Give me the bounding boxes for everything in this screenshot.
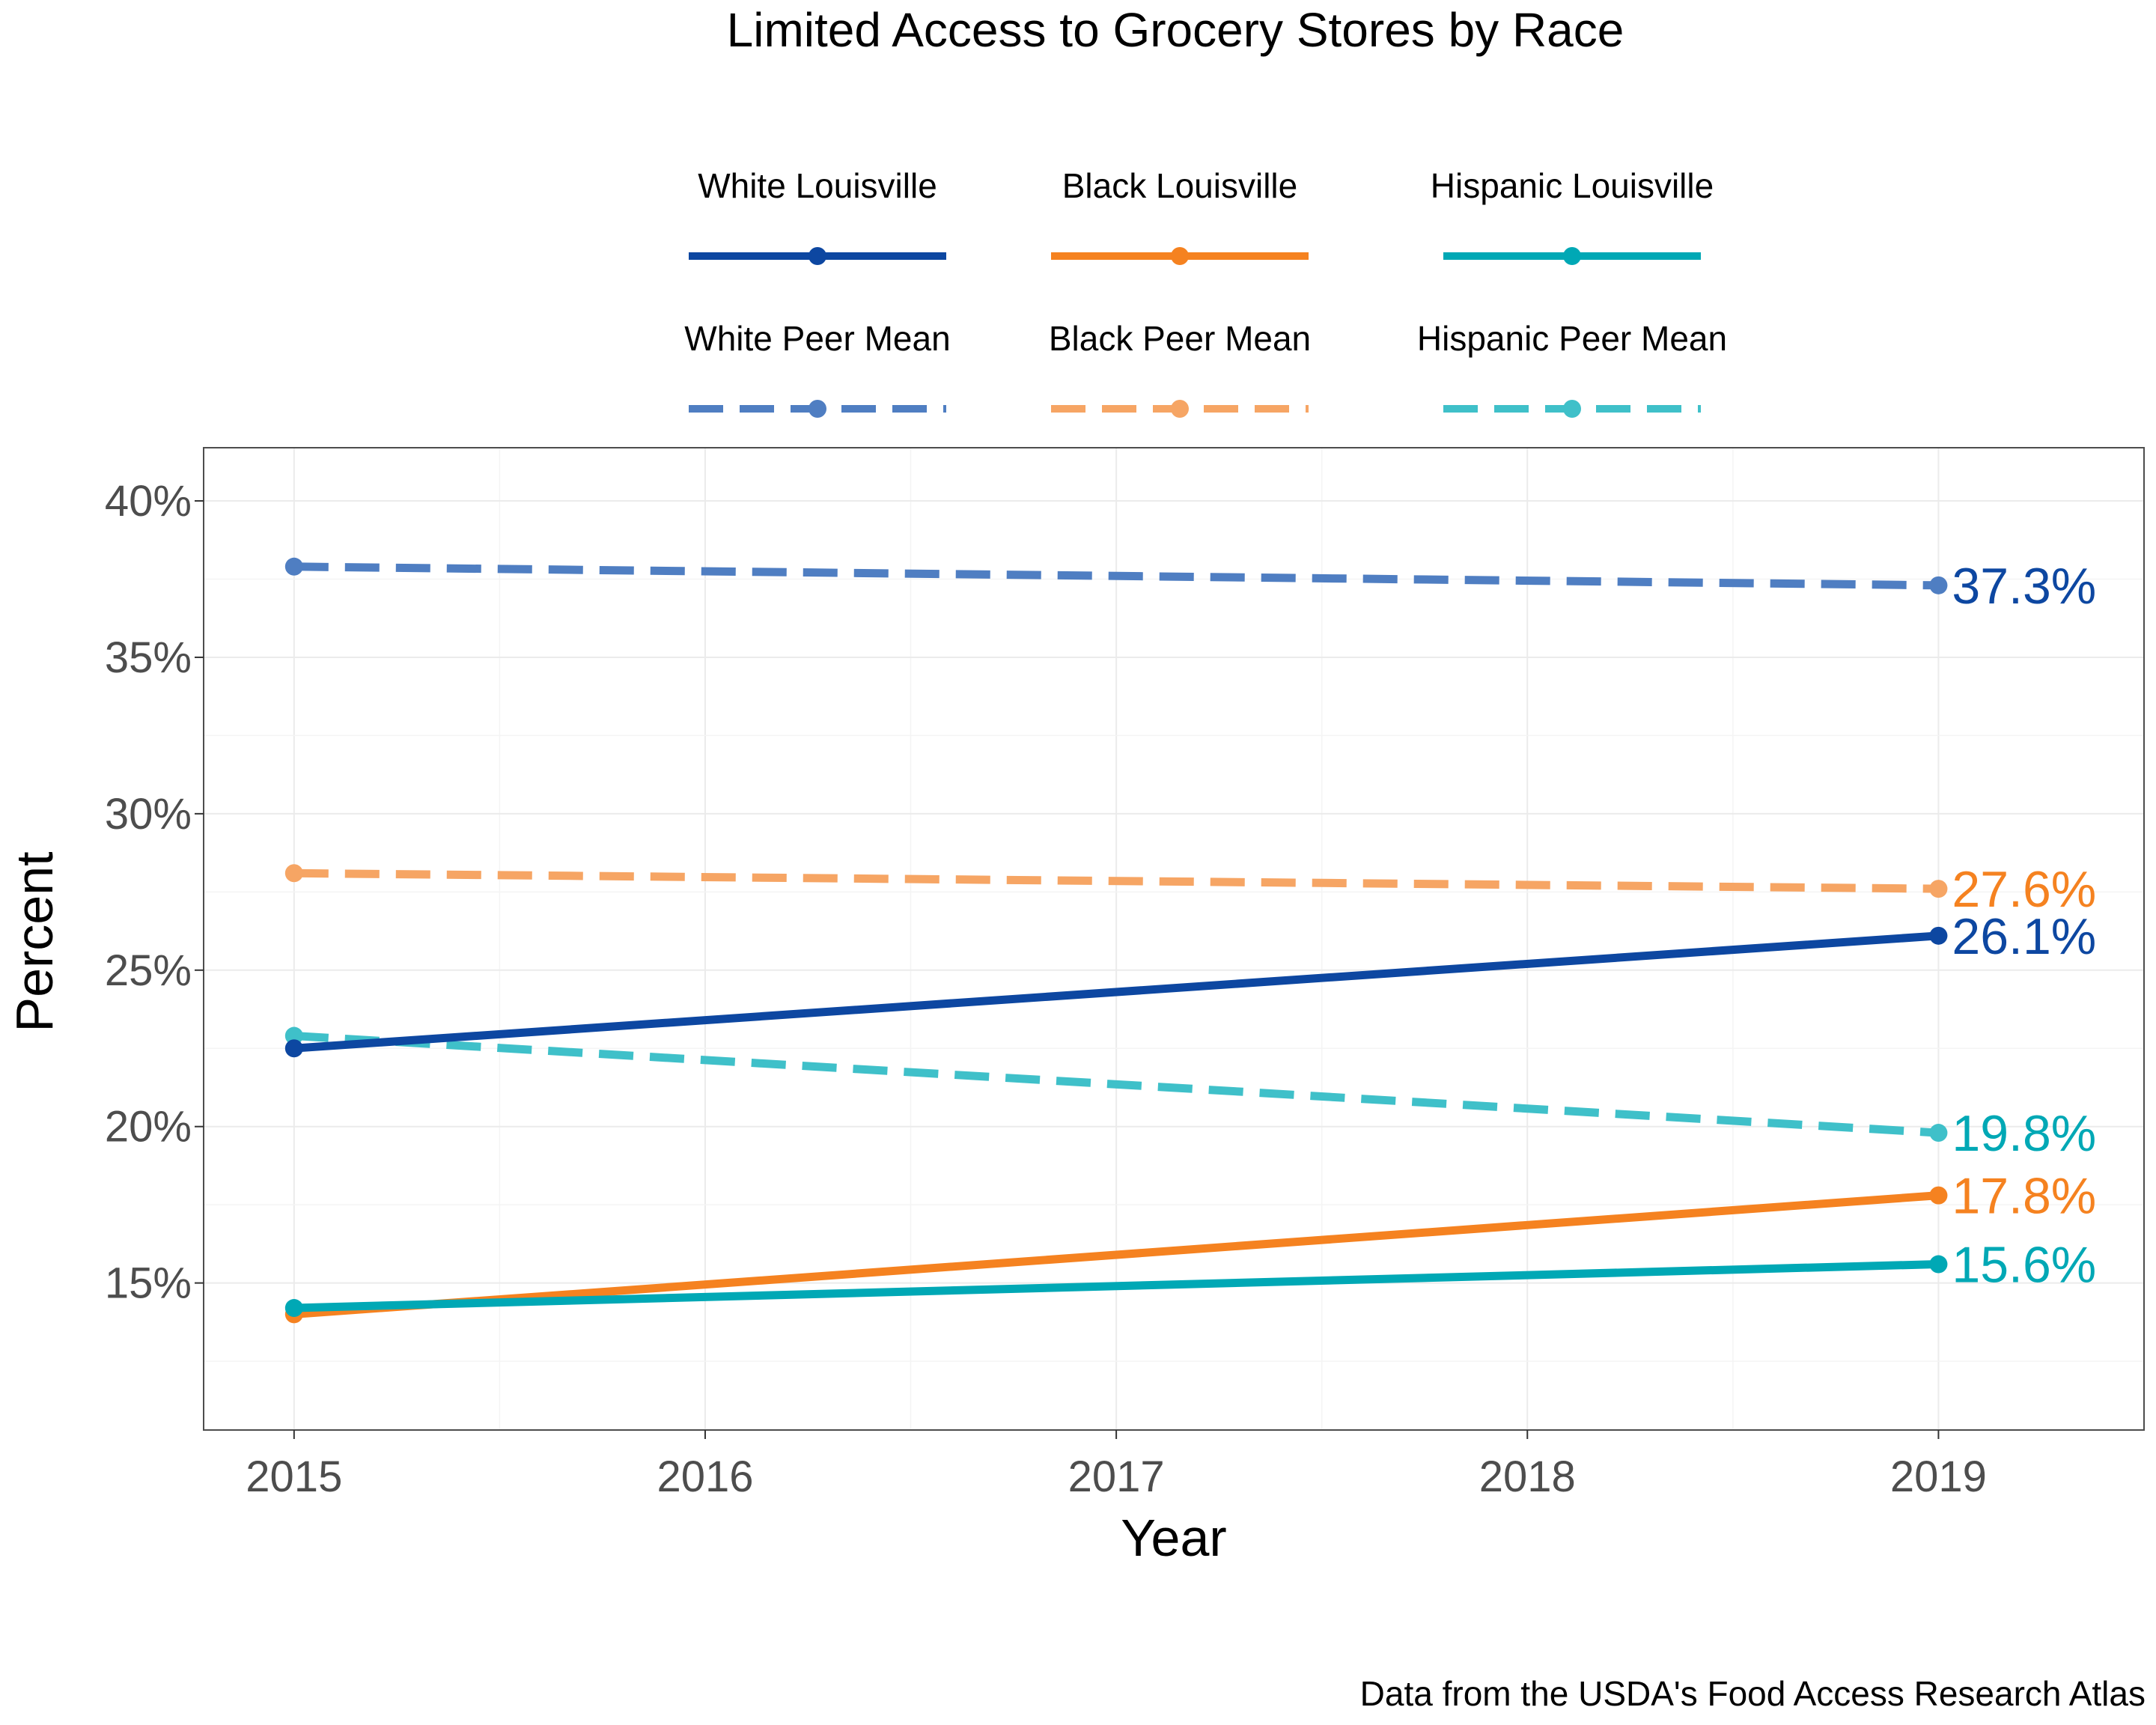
y-tick-label: 25%: [105, 946, 192, 995]
x-tick-label: 2015: [246, 1452, 342, 1501]
legend-label: White Peer Mean: [684, 319, 950, 358]
y-tick-label: 15%: [105, 1259, 192, 1308]
x-tick-label: 2019: [1890, 1452, 1987, 1501]
legend-key-point: [1563, 247, 1581, 265]
data-point: [1929, 1186, 1948, 1205]
legend-item: White Peer Mean: [684, 319, 951, 418]
legend-label: Hispanic Peer Mean: [1417, 319, 1727, 358]
x-tick-label: 2017: [1068, 1452, 1165, 1501]
legend-key-point: [808, 400, 826, 418]
end-value-label: 26.1%: [1952, 908, 2096, 965]
y-tick-label: 20%: [105, 1103, 192, 1151]
series-line: [293, 1032, 1939, 1137]
legend-key-point: [1171, 400, 1189, 418]
data-point: [1929, 576, 1948, 594]
legend-key-point: [1171, 247, 1189, 265]
caption: Data from the USDA's Food Access Researc…: [1360, 1674, 2146, 1713]
data-point: [1929, 926, 1948, 945]
series-line: [293, 1191, 1939, 1318]
legend-item: Black Peer Mean: [1049, 319, 1311, 418]
y-tick-label: 30%: [105, 790, 192, 839]
y-axis-title: Percent: [5, 851, 64, 1032]
end-value-label: 19.8%: [1952, 1105, 2096, 1162]
y-tick-label: 35%: [105, 633, 192, 682]
legend-item: Black Louisville: [1051, 166, 1309, 265]
data-point: [1929, 1255, 1948, 1274]
legend-label: Black Peer Mean: [1049, 319, 1311, 358]
data-point: [1929, 880, 1948, 898]
legend-label: Black Louisville: [1062, 166, 1297, 205]
series-line: [293, 868, 1939, 893]
legend: White Louisville Black Louisville Hispanic…: [684, 166, 1727, 418]
chart-title: Limited Access to Grocery Stores by Race: [727, 3, 1624, 57]
series-hispanic-louisville: 15.6%: [284, 1237, 2096, 1318]
end-value-label: 15.6%: [1952, 1237, 2096, 1294]
series-black-peer-mean: 27.6%: [284, 861, 2096, 918]
series-line: [293, 931, 1939, 1053]
end-value-label: 17.8%: [1952, 1168, 2096, 1225]
series-line: [293, 1260, 1939, 1312]
legend-key-point: [808, 247, 826, 265]
series-white-peer-mean: 37.3%: [284, 557, 2096, 615]
y-axis-ticks: 15% 20% 25% 30% 35% 40%: [105, 477, 204, 1308]
end-value-label: 27.6%: [1952, 861, 2096, 918]
data-point: [284, 864, 303, 883]
y-tick-label: 40%: [105, 477, 192, 526]
x-tick-label: 2018: [1479, 1452, 1576, 1501]
legend-item: Hispanic Louisville: [1431, 166, 1714, 265]
series-hispanic-peer-mean: 19.8%: [284, 1026, 2096, 1162]
data-point: [284, 1299, 303, 1318]
data-point: [284, 1026, 303, 1045]
data-point: [1929, 1124, 1948, 1143]
legend-key-point: [1563, 400, 1581, 418]
series-black-louisville: 17.8%: [284, 1168, 2096, 1324]
x-axis-title: Year: [1121, 1509, 1226, 1567]
data-point: [284, 1039, 303, 1058]
plot-border: [203, 447, 2145, 1431]
legend-item: White Louisville: [689, 166, 946, 265]
data-point: [284, 557, 303, 576]
x-tick-label: 2016: [657, 1452, 753, 1501]
end-value-label: 37.3%: [1952, 558, 2096, 615]
series-white-louisville: 26.1%: [284, 908, 2096, 1058]
series-line: [293, 562, 1939, 590]
x-axis-ticks: 2015 2016 2017 2018 2019: [246, 1430, 1987, 1501]
series-layer: 37.3% 27.6% 19.8% 26.1% 17.8% 15.6%: [284, 557, 2096, 1324]
legend-label: Hispanic Louisville: [1431, 166, 1714, 205]
legend-item: Hispanic Peer Mean: [1417, 319, 1727, 418]
legend-label: White Louisville: [698, 166, 937, 205]
